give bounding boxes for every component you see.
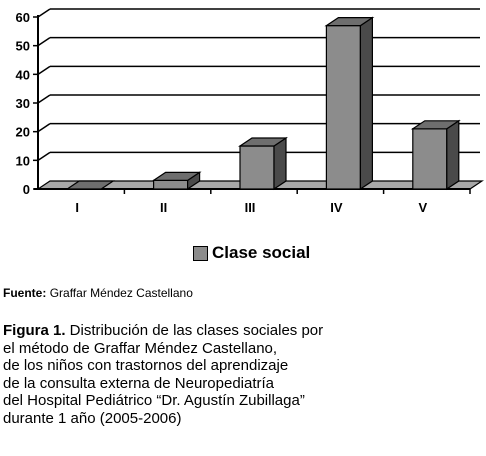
bar-top: [410, 120, 461, 130]
x-tick-label: III: [245, 200, 256, 215]
legend-label: Clase social: [212, 243, 311, 262]
bar-top: [324, 17, 375, 27]
legend-swatch: [193, 245, 208, 261]
gridline-side: [37, 151, 51, 161]
bar-top: [238, 137, 288, 147]
gridline-side: [37, 65, 51, 75]
source-text: Graffar Méndez Castellano: [49, 286, 193, 300]
bar: [153, 179, 189, 190]
caption-line-3: de los niños con trastornos del aprendiz…: [3, 357, 289, 375]
bar-top: [151, 171, 202, 181]
bar: [412, 128, 448, 190]
y-tick-label: 0: [23, 182, 30, 197]
caption-line-2: el método de Graffar Méndez Castellano,: [3, 339, 278, 357]
bar-side: [359, 16, 373, 191]
x-tick-label: IV: [330, 200, 343, 215]
gridline-side: [37, 8, 51, 18]
caption-label: Figura 1.: [3, 322, 66, 339]
source-note: Fuente: Graffar Méndez Castellano: [3, 286, 193, 300]
figure-caption: Figura 1. Distribución de las clases soc…: [3, 322, 473, 428]
x-tick-label: I: [75, 200, 79, 215]
gridline-side: [37, 37, 51, 47]
caption-line-1: Figura 1. Distribución de las clases soc…: [3, 322, 473, 340]
x-tick-label: V: [418, 200, 427, 215]
y-tick-label: 20: [16, 125, 30, 140]
y-tick-label: 50: [16, 39, 30, 54]
bar: [325, 25, 361, 190]
y-tick-label: 30: [16, 96, 30, 111]
x-tick-label: II: [160, 200, 167, 215]
gridline-side: [37, 94, 51, 104]
gridline-side: [37, 123, 51, 133]
bar-side: [273, 136, 287, 191]
caption-line-4: de la consulta externa de Neuropediatría: [3, 374, 275, 392]
source-label: Fuente:: [3, 286, 47, 300]
y-tick-label: 40: [16, 67, 30, 82]
caption-line-1-text: Distribución de las clases sociales por: [65, 322, 324, 339]
caption-line-5: del Hospital Pediátrico “Dr. Agustín Zub…: [3, 392, 305, 410]
y-tick-label: 60: [16, 10, 30, 25]
y-tick-label: 10: [16, 153, 30, 168]
caption-line-6: durante 1 año (2005-2006): [3, 409, 182, 427]
bar: [239, 145, 275, 190]
bar-top: [65, 180, 116, 190]
bar-side: [446, 119, 460, 191]
legend: Clase social: [193, 243, 310, 263]
